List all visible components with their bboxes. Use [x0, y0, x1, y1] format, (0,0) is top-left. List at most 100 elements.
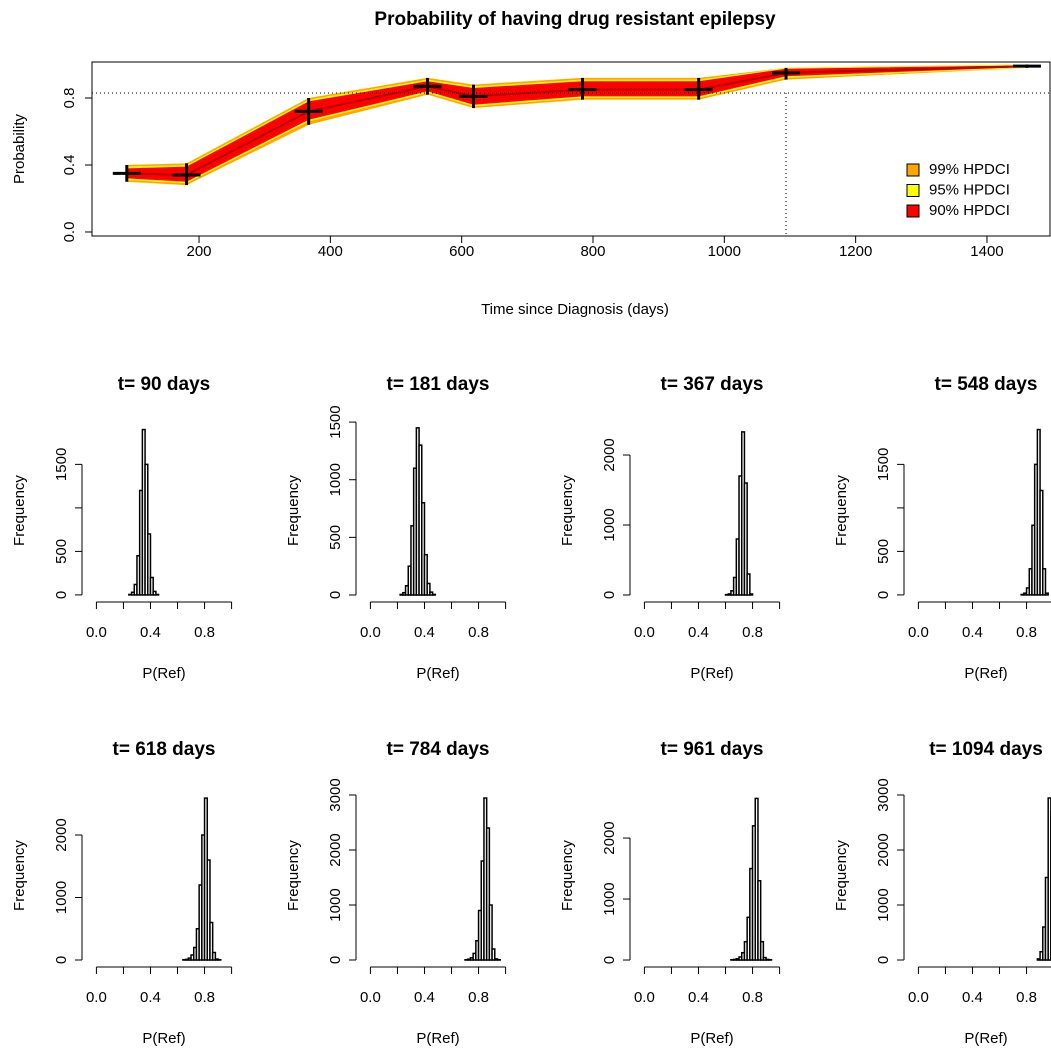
histogram-bar	[144, 463, 149, 596]
histogram-bar	[749, 593, 754, 596]
y-tick-label: 1000	[327, 888, 344, 921]
x-tick-label: 0.8	[468, 624, 489, 641]
histogram-bar	[209, 921, 214, 961]
histogram-bar	[429, 591, 434, 596]
x-tick-label: 1000	[708, 243, 741, 260]
y-tick-label: 3000	[875, 778, 892, 811]
x-tick-label: 0.4	[140, 624, 161, 641]
x-tick-label: 1400	[970, 243, 1003, 260]
y-tick-label: 1500	[53, 448, 70, 481]
histogram-bar	[426, 582, 431, 596]
histogram-bar	[421, 502, 426, 596]
x-tick-label: 0.8	[742, 989, 763, 1006]
y-tick-label: 0.0	[61, 222, 78, 243]
y-tick-label: 0	[53, 956, 70, 964]
y-tick-label: 0	[875, 591, 892, 599]
x-tick-label: 0.0	[908, 989, 929, 1006]
x-tick-label: 0.8	[194, 624, 215, 641]
panel-title: t= 181 days	[387, 374, 490, 395]
x-tick-label: 0.0	[360, 989, 381, 1006]
histogram-bar	[491, 948, 496, 961]
histogram-bar	[488, 904, 493, 961]
histogram-bar	[152, 590, 157, 596]
x-tick-label: 0.0	[86, 989, 107, 1006]
panel-title: t= 618 days	[113, 739, 216, 760]
x-tick-label: 0.4	[962, 624, 983, 641]
y-tick-label: 1000	[601, 508, 618, 541]
legend-label: 95% HPDCI	[929, 181, 1010, 198]
x-axis-label: Time since Diagnosis (days)	[481, 301, 669, 318]
y-tick-label: 1000	[601, 882, 618, 915]
x-axis-label: P(Ref)	[964, 665, 1007, 682]
x-tick-label: 0.4	[414, 989, 435, 1006]
legend-swatch	[906, 204, 920, 218]
y-tick-label: 0	[53, 591, 70, 599]
x-tick-label: 1200	[839, 243, 872, 260]
x-tick-label: 0.0	[908, 624, 929, 641]
y-tick-label: 3000	[327, 778, 344, 811]
panel-title: t= 548 days	[935, 374, 1038, 395]
y-axis-label: Probability	[11, 113, 28, 184]
y-tick-label: 0.4	[61, 155, 78, 176]
y-tick-label: 2000	[53, 818, 70, 851]
histogram-bar	[757, 879, 762, 961]
y-tick-label: 1000	[875, 888, 892, 921]
x-tick-label: 0.4	[962, 989, 983, 1006]
legend-swatch	[906, 163, 920, 177]
y-tick-label: 0.8	[61, 88, 78, 109]
x-axis-label: P(Ref)	[416, 665, 459, 682]
y-tick-label: 500	[875, 539, 892, 564]
y-tick-label: 1000	[53, 881, 70, 914]
x-tick-label: 600	[449, 243, 474, 260]
y-tick-label: 1500	[875, 448, 892, 481]
y-axis-label: Frequency	[559, 840, 576, 911]
x-axis-label: P(Ref)	[142, 665, 185, 682]
histogram-bar	[746, 573, 751, 596]
legend-label: 99% HPDCI	[929, 161, 1010, 178]
histogram-bar	[423, 553, 428, 596]
y-tick-label: 0	[327, 956, 344, 964]
histogram-bar	[759, 940, 765, 961]
legend-label: 90% HPDCI	[929, 202, 1010, 219]
chart-title: Probability of having drug resistant epi…	[374, 9, 776, 30]
y-tick-label: 500	[53, 539, 70, 564]
x-tick-label: 800	[580, 243, 605, 260]
x-tick-label: 0.0	[634, 989, 655, 1006]
x-tick-label: 0.8	[468, 989, 489, 1006]
panel-title: t= 784 days	[387, 739, 490, 760]
histogram-bar	[1044, 592, 1049, 596]
hpd-band	[126, 65, 1028, 182]
x-axis-label: P(Ref)	[690, 665, 733, 682]
y-tick-label: 2000	[601, 821, 618, 854]
histogram-bar	[431, 593, 437, 596]
panel-title: t= 90 days	[118, 374, 210, 395]
y-axis-label: Frequency	[833, 475, 850, 546]
y-axis-label: Frequency	[559, 475, 576, 546]
y-tick-label: 2000	[601, 438, 618, 471]
histogram-bar	[485, 827, 491, 961]
y-tick-label: 0	[875, 956, 892, 964]
panel-title: t= 1094 days	[929, 739, 1043, 760]
x-tick-label: 0.0	[634, 624, 655, 641]
histogram-bar	[149, 576, 154, 596]
x-tick-label: 0.8	[194, 989, 215, 1006]
x-tick-label: 0.8	[1016, 989, 1037, 1006]
x-tick-label: 0.4	[414, 624, 435, 641]
y-axis-label: Frequency	[285, 475, 302, 546]
x-axis-label: P(Ref)	[142, 1030, 185, 1047]
y-axis-label: Frequency	[11, 840, 28, 911]
x-axis-label: P(Ref)	[964, 1030, 1007, 1047]
y-tick-label: 1000	[327, 463, 344, 496]
y-tick-label: 1500	[327, 405, 344, 438]
x-tick-label: 200	[187, 243, 212, 260]
y-tick-label: 0	[601, 956, 618, 964]
x-tick-label: 0.8	[1016, 624, 1037, 641]
legend-swatch	[906, 184, 920, 197]
x-tick-label: 0.4	[140, 989, 161, 1006]
y-axis-label: Frequency	[285, 840, 302, 911]
histogram-bar	[1039, 489, 1044, 596]
plot-frame	[91, 61, 1051, 237]
histogram-bar	[147, 533, 152, 596]
x-tick-label: 400	[318, 243, 343, 260]
x-axis-label: P(Ref)	[690, 1030, 733, 1047]
